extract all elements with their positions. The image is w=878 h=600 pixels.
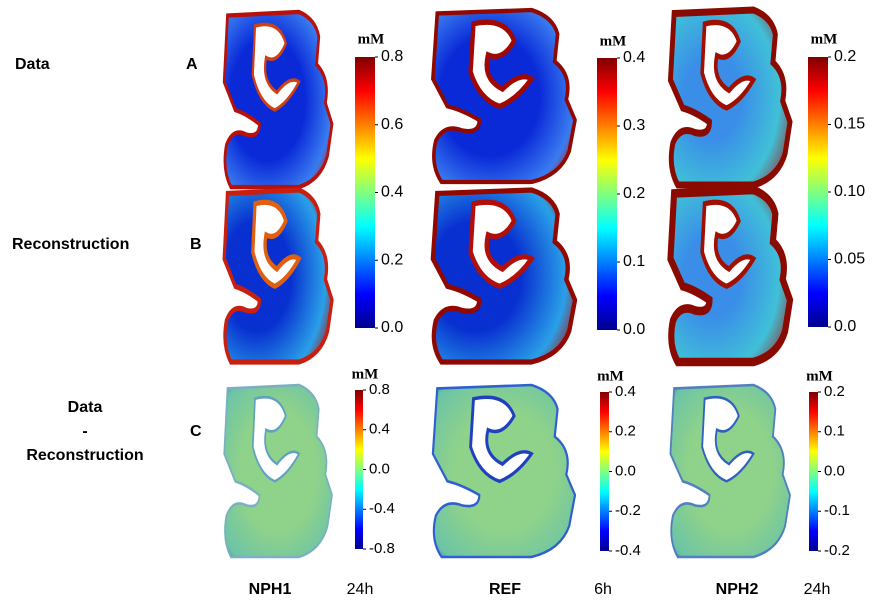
colorbar-tick-label: 0.0 — [834, 318, 856, 335]
colorbar-tick-label: 0.8 — [381, 48, 403, 65]
colorbar-tick-label: 0.05 — [834, 251, 865, 268]
column-name: NPH2 — [716, 581, 759, 598]
column-time: 6h — [594, 581, 612, 598]
column-time: 24h — [804, 581, 831, 598]
colorbar — [355, 57, 375, 328]
row-letter: C — [190, 423, 202, 440]
colorbar-tick-label: 0.8 — [369, 381, 390, 398]
panels — [224, 10, 790, 559]
row-label: Reconstruction — [12, 236, 129, 253]
colorbar — [597, 58, 617, 330]
colorbar-tick-label: 0.15 — [834, 116, 865, 133]
colorbar-unit: mM — [806, 368, 833, 384]
colorbar-unit: mM — [597, 368, 624, 384]
row-label: Data — [68, 399, 103, 416]
colorbar-unit: mM — [811, 31, 838, 47]
colorbar-tick-label: 0.1 — [623, 253, 645, 270]
row-label: - — [82, 423, 87, 440]
row-label: Reconstruction — [26, 447, 143, 464]
colorbar-tick-label: 0.4 — [615, 383, 636, 400]
colorbar-tick-label: 0.0 — [381, 319, 403, 336]
colorbar-unit: mM — [352, 366, 379, 382]
colorbar-tick-label: 0.0 — [623, 321, 645, 338]
column-name: REF — [489, 581, 521, 598]
colorbar-tick-label: -0.8 — [369, 540, 395, 557]
colorbar-tick-label: 0.2 — [381, 251, 403, 268]
colorbar-unit: mM — [600, 33, 627, 49]
colorbar-tick-label: 0.4 — [623, 49, 645, 66]
colorbar-tick-label: 0.0 — [369, 460, 390, 477]
colorbar-tick-label: 0.4 — [381, 184, 403, 201]
column-name: NPH1 — [249, 581, 292, 598]
colorbar-tick-label: 0.10 — [834, 183, 865, 200]
colorbar-tick-label: -0.4 — [615, 542, 641, 559]
colorbar-tick-label: -0.1 — [824, 502, 850, 519]
column-time: 24h — [347, 581, 374, 598]
colorbar-tick-label: 0.2 — [834, 48, 856, 65]
colorbar — [809, 392, 818, 551]
colorbar-tick-label: -0.4 — [369, 500, 395, 517]
row-letter: B — [190, 236, 202, 253]
colorbar-tick-label: 0.6 — [381, 116, 403, 133]
colorbar — [355, 390, 363, 549]
colorbar-tick-label: -0.2 — [615, 502, 641, 519]
colorbar — [808, 57, 828, 327]
colorbar-tick-label: 0.1 — [824, 423, 845, 440]
colorbar-tick-label: 0.2 — [623, 185, 645, 202]
colorbar — [600, 392, 609, 551]
colorbar-tick-label: 0.4 — [369, 421, 390, 438]
colorbar-tick-label: 0.0 — [824, 462, 845, 479]
colorbar-tick-label: 0.3 — [623, 117, 645, 134]
colorbar-tick-label: 0.2 — [615, 423, 636, 440]
colorbar-tick-label: 0.2 — [824, 383, 845, 400]
colorbar-unit: mM — [358, 31, 385, 47]
row-letter: A — [186, 56, 198, 73]
colorbar-tick-label: 0.0 — [615, 462, 636, 479]
row-label: Data — [15, 56, 50, 73]
colorbar-tick-label: -0.2 — [824, 542, 850, 559]
